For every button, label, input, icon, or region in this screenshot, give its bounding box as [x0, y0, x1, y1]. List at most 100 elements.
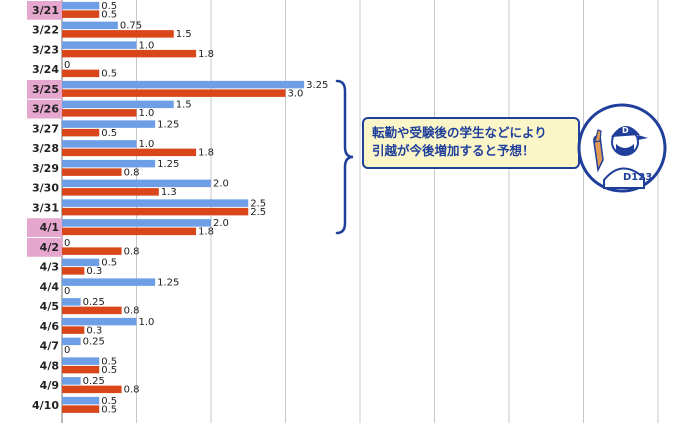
- bar-blue: [62, 258, 100, 267]
- bar-red: [62, 10, 100, 18]
- value-label: 0.8: [124, 306, 140, 317]
- mascot-cap-text: D: [622, 126, 629, 135]
- bar-blue: [62, 357, 100, 365]
- value-label: 0: [64, 286, 70, 297]
- value-label: 0.3: [86, 325, 102, 336]
- bar-blue: [62, 199, 249, 207]
- annotation-line-2: 引越が今後増加すると予想！: [372, 143, 535, 158]
- category-label: 4/4: [40, 280, 60, 293]
- bars: [62, 1, 305, 413]
- value-label: 2.0: [213, 179, 229, 190]
- bar-blue: [62, 120, 156, 128]
- value-label: 0.25: [83, 297, 105, 308]
- bar-red: [62, 30, 174, 38]
- category-label: 4/9: [40, 379, 59, 392]
- value-label: 0.5: [101, 1, 117, 12]
- category-label: 4/10: [32, 399, 59, 412]
- bar-blue: [62, 1, 100, 10]
- value-label: 1.5: [176, 29, 192, 40]
- bar-blue: [62, 159, 156, 168]
- value-label: 0.5: [101, 404, 117, 415]
- bar-red: [62, 109, 137, 117]
- value-label: 1.25: [157, 159, 179, 170]
- mascot-illustration: D123 D: [577, 103, 667, 193]
- bar-blue: [62, 21, 118, 30]
- bar-blue: [62, 100, 174, 109]
- annotation-line-1: 転勤や受験後の学生などにより: [372, 125, 547, 140]
- value-label: 3.25: [306, 80, 328, 91]
- category-highlight: [27, 1, 63, 20]
- category-label: 4/2: [40, 241, 59, 254]
- category-highlight: [27, 99, 63, 119]
- category-label: 3/30: [32, 182, 59, 195]
- category-label: 4/3: [40, 261, 59, 274]
- bar-red: [62, 326, 85, 334]
- bar-blue: [62, 377, 81, 385]
- value-label: 0: [64, 60, 70, 71]
- category-label: 3/23: [32, 43, 59, 56]
- value-label: 3.0: [288, 88, 304, 99]
- category-label: 3/26: [32, 103, 59, 116]
- category-label: 4/6: [40, 320, 60, 333]
- bar-red: [62, 385, 122, 394]
- value-label: 0: [64, 238, 70, 249]
- category-label: 3/22: [32, 24, 59, 37]
- bar-red: [62, 128, 100, 137]
- category-label: 3/31: [32, 201, 59, 214]
- bar-blue: [62, 179, 211, 188]
- bar-red: [62, 168, 122, 176]
- value-label: 1.0: [139, 108, 155, 119]
- value-label: 1.25: [157, 277, 179, 288]
- category-label: 3/28: [32, 142, 59, 155]
- bar-blue: [62, 317, 137, 326]
- value-label: 1.8: [198, 227, 214, 238]
- bar-red: [62, 188, 159, 196]
- category-label: 3/24: [32, 63, 59, 76]
- category-label: 3/21: [32, 4, 59, 17]
- value-label: 0.5: [101, 9, 117, 20]
- value-label: 1.8: [198, 49, 214, 60]
- labels: 3/21 0.50.53/22 0.751.53/23 1.01.83/24 00.53…: [32, 1, 328, 416]
- bar-blue: [62, 80, 305, 89]
- value-label: 2.5: [250, 198, 266, 209]
- value-label: 0.5: [101, 365, 117, 376]
- category-highlight: [27, 218, 63, 237]
- value-label: 1.5: [176, 100, 192, 111]
- bar-blue: [62, 140, 137, 148]
- value-label: 2.5: [250, 207, 266, 218]
- bar-blue: [62, 337, 81, 346]
- value-label: 1.8: [198, 148, 214, 159]
- value-label: 0.25: [83, 376, 105, 387]
- bar-blue: [62, 396, 100, 405]
- category-highlight: [27, 238, 63, 257]
- category-highlight: [27, 80, 63, 99]
- value-label: 0.5: [101, 396, 117, 407]
- category-label: 4/8: [40, 359, 59, 372]
- value-label: 1.0: [139, 317, 155, 328]
- value-label: 0.8: [124, 167, 140, 178]
- bar-red: [62, 405, 100, 413]
- category-label: 3/27: [32, 122, 59, 135]
- mascot-shirt-text: D123: [623, 172, 652, 183]
- value-label: 0.25: [83, 337, 105, 348]
- grid-lines: [61, 0, 659, 423]
- value-label: 0.5: [101, 128, 117, 139]
- value-label: 0.8: [124, 246, 140, 257]
- value-label: 0.8: [124, 385, 140, 396]
- bar-red: [62, 49, 197, 58]
- category-label: 3/29: [32, 162, 59, 175]
- category-label: 4/1: [40, 221, 59, 234]
- bracket: [335, 79, 354, 235]
- value-label: 0: [64, 345, 70, 356]
- bar-red: [62, 267, 85, 275]
- value-label: 2.0: [213, 218, 229, 229]
- bar-red: [62, 148, 197, 157]
- bar-red: [62, 207, 249, 216]
- bar-red: [62, 365, 100, 374]
- category-label: 3/25: [32, 83, 59, 96]
- bar-red: [62, 227, 197, 236]
- category-label: 4/7: [40, 340, 59, 353]
- annotation-callout: 転勤や受験後の学生などにより 引越が今後増加すると予想！: [362, 117, 580, 169]
